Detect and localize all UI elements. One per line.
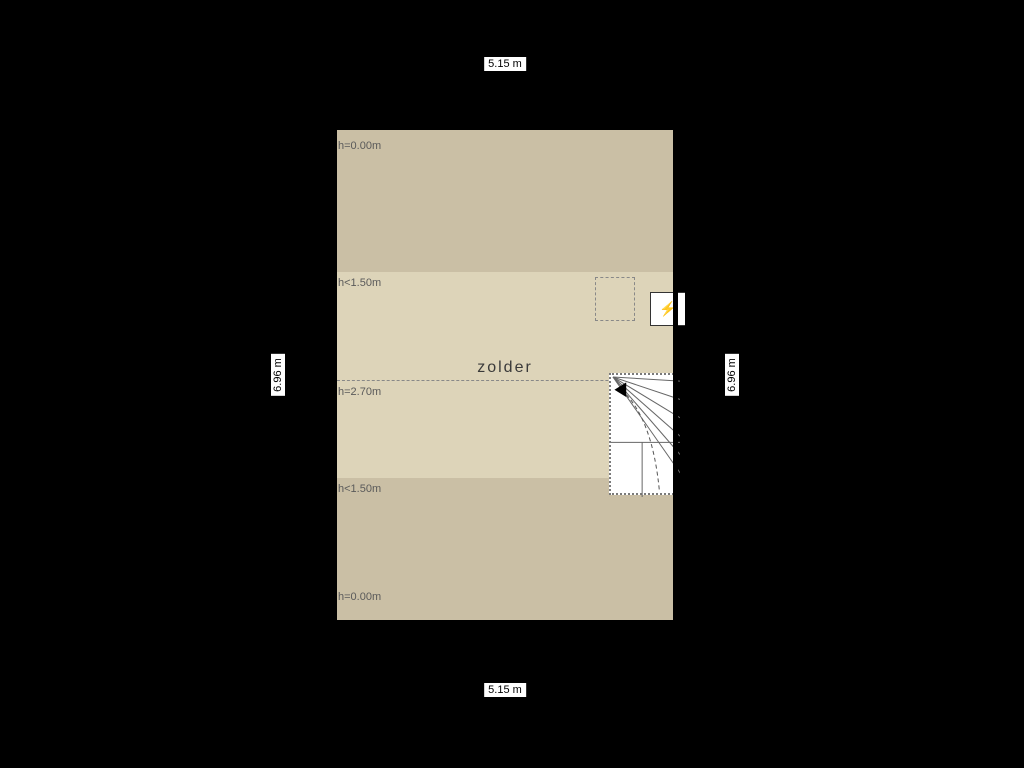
dim-top: 5.15 m [484,57,526,71]
height-zone-label: h=0.00m [338,140,381,152]
height-zone [332,478,678,620]
ridge-label: h=2.70m [338,386,381,398]
room-label: zolder [477,359,533,377]
wall-fixture: ⚡ [650,292,685,326]
floor-opening [595,277,635,321]
floorplan-canvas: 5.15 m 5.15 m 6.96 m 6.96 m h=2.70m h=0.… [0,0,1024,768]
dim-bottom: 5.15 m [484,683,526,697]
stair-lines [611,375,680,498]
height-zone-label: h<1.50m [338,277,381,289]
floorplan: h=2.70m h=0.00m zolder ⚡ h=0.00m h<1.50m h… [332,130,678,620]
staircase [609,373,678,496]
height-zone-label: h<1.50m [338,483,381,495]
height-zone [332,130,678,272]
dim-right: 6.96 m [725,354,739,396]
fixture-icon: ⚡ [659,300,676,317]
dim-left: 6.96 m [271,354,285,396]
bottom-edge-label: h=0.00m [338,591,381,603]
